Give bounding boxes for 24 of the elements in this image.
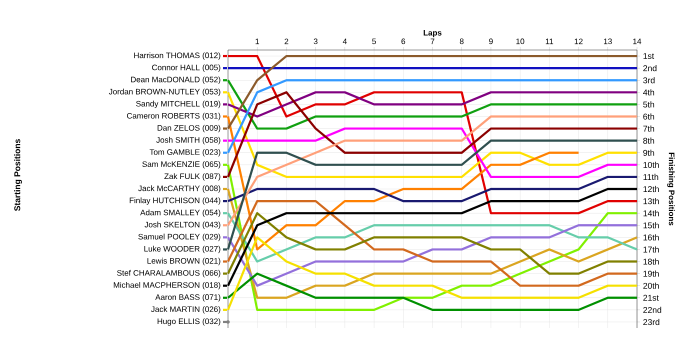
y-tick-label: 2nd — [643, 65, 656, 72]
y-tick-label: 22nd — [643, 306, 662, 313]
y-tick-label: 5th — [643, 101, 654, 108]
y-tick-label: 4th — [643, 89, 654, 96]
y-tick-label: 23rd — [643, 318, 660, 326]
y-tick-label: 17th — [644, 246, 659, 253]
y-tick-label: 19th — [644, 270, 659, 277]
y-tick-label: 1st — [644, 53, 654, 59]
y-tick-label: 7th — [643, 125, 654, 132]
text: Starting Positions — [14, 139, 22, 211]
y-tick-label: 16th — [644, 234, 659, 240]
y-tick-label: 20th — [643, 282, 659, 289]
y-tick-label: 12th — [644, 186, 659, 192]
y-tick-label: 21st — [643, 294, 659, 301]
y-tick-label: 3rd — [643, 77, 655, 84]
y-tick-label: 14th — [644, 210, 659, 216]
y-tick-label: 11th — [644, 174, 658, 180]
y-tick-label: 15th — [644, 222, 659, 228]
y-tick-label: 18th — [644, 258, 659, 265]
y-tick-label: 9th — [643, 150, 654, 156]
y-tick-label: 6th — [643, 113, 654, 120]
y-tick-label: 10th — [644, 162, 659, 168]
y-tick-label: 8th — [643, 138, 654, 144]
y-tick-label: 13th — [644, 198, 659, 204]
